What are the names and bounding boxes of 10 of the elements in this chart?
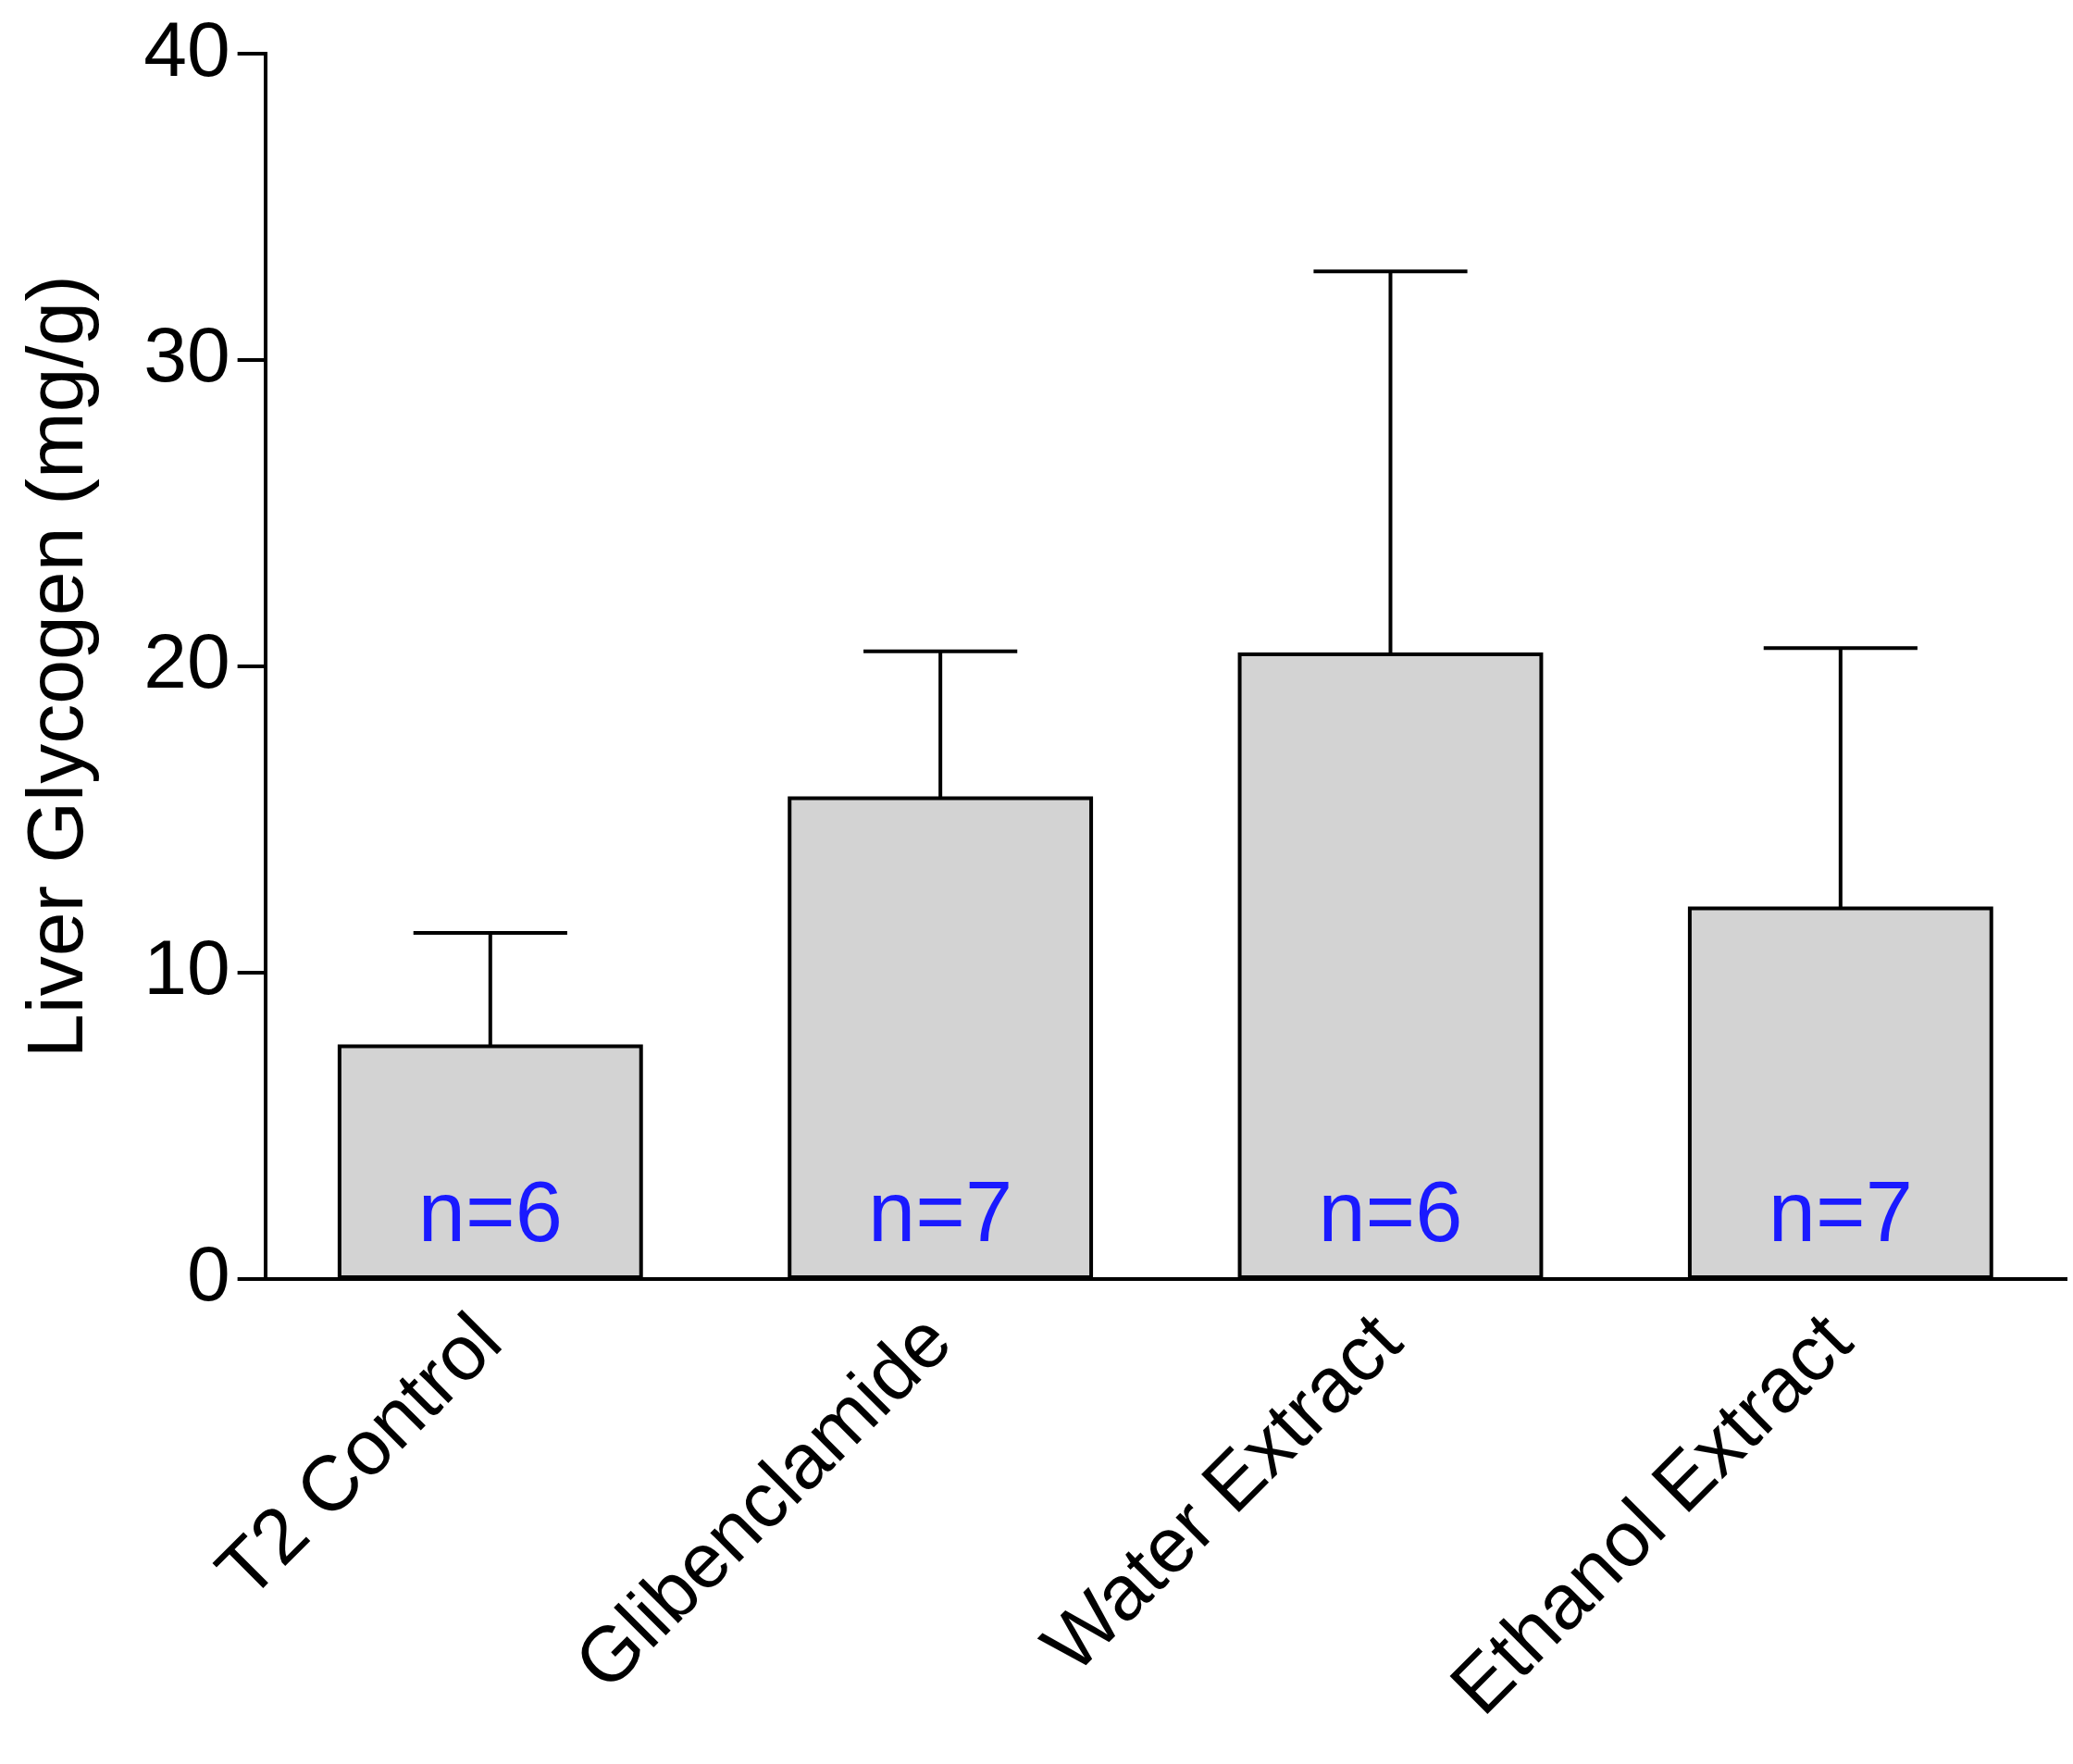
annotation: n=6 (1318, 1164, 1463, 1260)
y-tick-label: 0 (186, 1230, 230, 1318)
y-tick-label: 20 (143, 617, 230, 705)
y-axis-title: Liver Glycogen (mg/g) (10, 275, 100, 1059)
y-tick-label: 10 (143, 924, 230, 1012)
annotation: n=7 (868, 1164, 1013, 1260)
y-tick-label: 30 (143, 311, 230, 399)
annotation: n=6 (417, 1164, 563, 1260)
y-tick-label: 40 (143, 5, 230, 93)
annotation: n=7 (1768, 1164, 1913, 1260)
